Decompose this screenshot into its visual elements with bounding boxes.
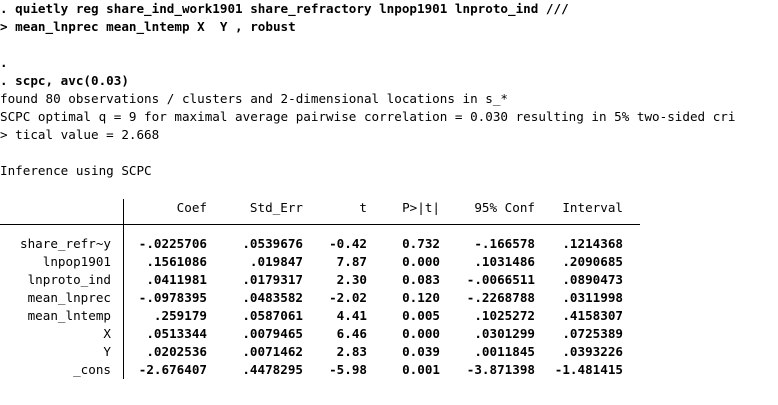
table-cell: .1025272 [474, 308, 535, 323]
table-cell: -0.42 [329, 236, 367, 251]
table-cell: .0301299 [474, 326, 535, 341]
table-cell: 2.30 [336, 272, 367, 287]
table-cell: 0.005 [402, 308, 440, 323]
table-cell: .0311998 [562, 290, 623, 305]
table-cell: .0483582 [242, 290, 303, 305]
column-header: 95% Conf [474, 200, 535, 215]
table-cell: 2.83 [336, 344, 367, 359]
table-cell: 7.87 [336, 254, 367, 269]
table-cell: -3.871398 [466, 362, 535, 377]
table-cell: .2090685 [562, 254, 623, 269]
table-cell: .0539676 [242, 236, 303, 251]
table-header-rule [0, 224, 640, 225]
variable-name: mean_lntemp [27, 308, 111, 323]
table-cell: .0513344 [146, 326, 207, 341]
table-cell: -.166578 [474, 236, 535, 251]
console-line: . scpc, avc(0.03) [0, 73, 129, 88]
table-cell: .0202536 [146, 344, 207, 359]
table-cell: .0179317 [242, 272, 303, 287]
table-cell: .4158307 [562, 308, 623, 323]
table-cell: -.0066511 [466, 272, 535, 287]
table-cell: .0411981 [146, 272, 207, 287]
table-cell: .1214368 [562, 236, 623, 251]
table-cell: 0.732 [402, 236, 440, 251]
column-header: P>|t| [402, 200, 440, 215]
table-cell: .1561086 [146, 254, 207, 269]
table-cell: .0011845 [474, 344, 535, 359]
table-cell: -1.481415 [554, 362, 623, 377]
table-cell: -5.98 [329, 362, 367, 377]
table-cell: 0.083 [402, 272, 440, 287]
table-cell: .0890473 [562, 272, 623, 287]
table-cell: 0.001 [402, 362, 440, 377]
variable-name: lnproto_ind [27, 272, 111, 287]
table-cell: 4.41 [336, 308, 367, 323]
console-line: . [0, 55, 8, 70]
variable-name: _cons [73, 362, 111, 377]
column-header: t [359, 200, 367, 215]
table-cell: -2.676407 [138, 362, 207, 377]
console-line: Inference using SCPC [0, 163, 152, 178]
variable-name: lnpop1901 [42, 254, 111, 269]
variable-name: mean_lnprec [27, 290, 111, 305]
column-header: Std_Err [249, 200, 303, 215]
column-header: Coef [176, 200, 207, 215]
table-cell: .0393226 [562, 344, 623, 359]
variable-name: Y [103, 344, 111, 359]
console-line: SCPC optimal q = 9 for maximal average p… [0, 109, 736, 124]
scpc-coefficient-table: Coef Std_Err t P>|t| 95% Conf Interval share_… [0, 199, 778, 389]
table-cell: .0071462 [242, 344, 303, 359]
variable-name: X [103, 326, 111, 341]
console-line: found 80 observations / clusters and 2-d… [0, 91, 508, 106]
console-line: > mean_lnprec mean_lntemp X Y , robust [0, 19, 296, 34]
table-cell: -.2268788 [466, 290, 535, 305]
table-cell: .0587061 [242, 308, 303, 323]
variable-name: share_refr~y [20, 236, 111, 251]
table-cell: -.0978395 [138, 290, 207, 305]
table-cell: 0.039 [402, 344, 440, 359]
table-cell: .0725389 [562, 326, 623, 341]
table-cell: .019847 [249, 254, 303, 269]
console-line: > tical value = 2.668 [0, 127, 160, 142]
table-vertical-rule [123, 199, 124, 379]
table-cell: .4478295 [242, 362, 303, 377]
table-cell: .259179 [153, 308, 207, 323]
table-cell: 6.46 [336, 326, 367, 341]
table-cell: 0.120 [402, 290, 440, 305]
table-cell: -2.02 [329, 290, 367, 305]
table-cell: 0.000 [402, 326, 440, 341]
console-line: . quietly reg share_ind_work1901 share_r… [0, 1, 569, 16]
column-header: Interval [562, 200, 623, 215]
table-cell: .1031486 [474, 254, 535, 269]
table-cell: .0079465 [242, 326, 303, 341]
table-cell: 0.000 [402, 254, 440, 269]
table-cell: -.0225706 [138, 236, 207, 251]
